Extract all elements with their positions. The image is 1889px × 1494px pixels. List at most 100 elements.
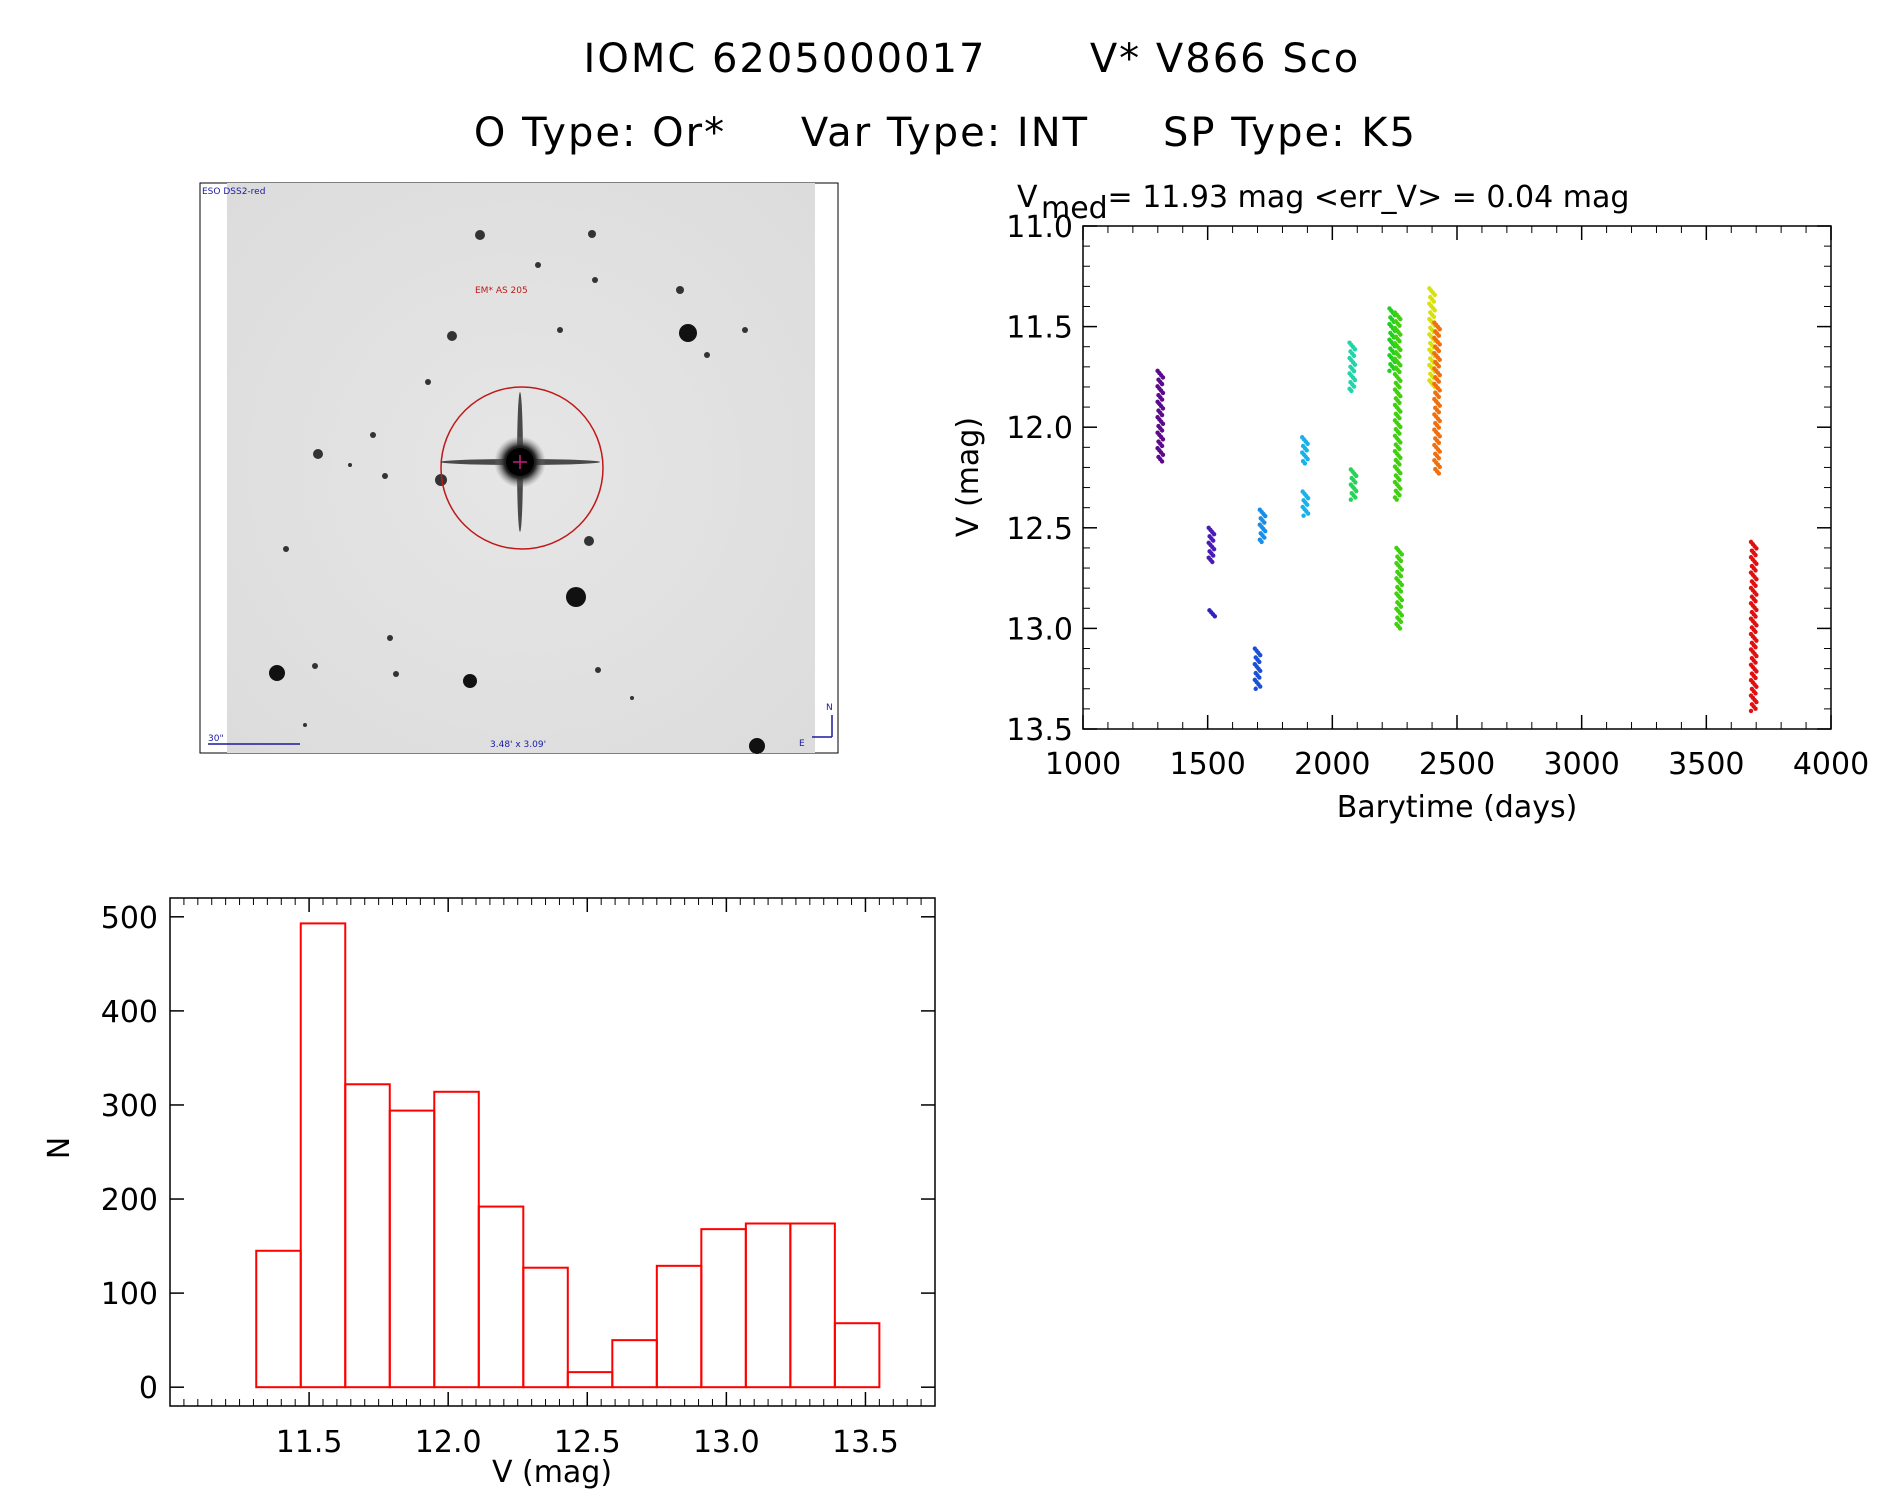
lc-data-point — [1398, 409, 1403, 414]
lc-data-point — [1754, 699, 1759, 705]
lc-data-point — [1437, 449, 1442, 454]
lc-data-point — [1211, 538, 1216, 543]
lc-data-point — [1263, 528, 1268, 534]
lc-data-point — [1436, 348, 1442, 354]
lc-data-point — [1753, 552, 1758, 558]
lc-data-point — [1436, 379, 1442, 384]
lc-data-point — [1305, 502, 1310, 507]
lc-data-point — [1302, 461, 1308, 466]
lc-data-point — [1397, 462, 1402, 467]
lc-data-point — [1398, 486, 1403, 491]
hist-bar — [833, 1322, 881, 1389]
lc-data-point — [1305, 495, 1311, 501]
hist-tick-marks: 11.5 12.0 12.5 13.0 13.5 0 100 200 300 400 500 — [101, 898, 936, 1460]
survey-label: ESO DSS2-red — [202, 187, 265, 197]
lc-data-point — [1397, 415, 1402, 421]
hist-y-tick-label: 0 — [139, 1371, 158, 1406]
lc-data-point — [1159, 381, 1165, 387]
lc-x-tick-label: 1000 — [1045, 747, 1121, 782]
lc-data-point — [1398, 347, 1403, 353]
lc-data-point — [1160, 452, 1166, 457]
lc-data-point — [1753, 706, 1758, 711]
lc-data-point — [1436, 364, 1442, 369]
lc-data-point — [1211, 546, 1217, 552]
scale-bar-label: 30" — [208, 734, 224, 744]
light-curve-chart: V med = 11.93 mag <err_V> = 0.04 mag 100… — [951, 180, 1869, 825]
lc-data-point — [1211, 532, 1217, 537]
lc-data-point — [1398, 455, 1403, 461]
hist-bar — [522, 1266, 569, 1389]
field-stars — [269, 230, 765, 754]
lc-plot-frame — [1082, 225, 1832, 730]
lc-data-point — [1753, 614, 1758, 619]
lc-data-point — [1753, 568, 1758, 573]
lc-data-point — [1399, 567, 1405, 572]
lc-data-point — [1437, 326, 1442, 332]
header-object-type: O Type: Or* — [474, 110, 726, 156]
lc-data-point — [1437, 342, 1442, 347]
lc-data-point — [1305, 456, 1310, 462]
lc-data-point — [1212, 614, 1218, 619]
target-star — [440, 392, 600, 532]
header-spectral-type: SP Type: K5 — [1163, 110, 1417, 156]
lc-data-point — [1398, 558, 1404, 564]
field-of-view-label: 3.48' x 3.09' — [490, 740, 546, 750]
lc-data-point — [1210, 559, 1215, 565]
lc-data-point — [1351, 369, 1357, 374]
lc-data-point — [1397, 626, 1403, 631]
lc-x-tick-label: 3000 — [1543, 747, 1619, 782]
lc-data-point — [1397, 354, 1402, 359]
lc-data-point — [1431, 299, 1437, 304]
lc-data-point — [1354, 473, 1359, 479]
lc-data-point — [1753, 598, 1758, 604]
lc-y-tick-label: 11.5 — [1006, 311, 1073, 346]
lc-data-point — [1257, 659, 1262, 665]
lc-data-point — [1437, 464, 1442, 470]
sky-image-panel: ESO DSS2-red EM* AS 205 30" 3.48' x 3.09… — [199, 182, 839, 754]
lc-data-point — [1301, 513, 1306, 518]
lc-data-point — [1159, 428, 1165, 433]
lc-data-point — [1398, 471, 1403, 476]
lc-y-tick-label: 12.5 — [1006, 512, 1073, 547]
lc-data-point — [1398, 378, 1403, 383]
lc-data-point — [1754, 576, 1759, 582]
lc-data-point — [1348, 497, 1354, 502]
lc-data-point — [1263, 513, 1268, 519]
hist-bar — [566, 1371, 614, 1389]
lc-data-point — [1398, 332, 1403, 337]
lc-data-point — [1398, 316, 1403, 322]
lc-data-point — [1398, 424, 1403, 430]
hist-bar — [789, 1222, 836, 1389]
lc-data-point — [1352, 347, 1358, 352]
lc-data-point — [1258, 684, 1263, 689]
lc-data-point — [1257, 675, 1262, 680]
lc-data-point — [1437, 418, 1442, 424]
hist-y-tick-label: 100 — [101, 1277, 158, 1312]
lc-y-tick-label: 11.0 — [1006, 210, 1073, 245]
lc-data-point — [1258, 653, 1263, 658]
lc-x-axis-label: Barytime (days) — [1337, 790, 1578, 825]
compass-rose: N E — [799, 703, 833, 749]
lc-data-point — [1437, 357, 1442, 362]
lc-tick-marks: 1000 1500 2000 2500 3000 3500 4000 11.0 11.5 12.0… — [1006, 210, 1869, 782]
lc-data-point — [1349, 388, 1354, 394]
lc-data-point — [1354, 488, 1359, 494]
magnitude-histogram: 11.5 12.0 12.5 13.0 13.5 0 100 200 300 400 500 V (… — [42, 897, 936, 1490]
hist-bar — [744, 1222, 792, 1389]
hist-bar — [655, 1264, 703, 1389]
lc-data-point — [1437, 388, 1442, 393]
lc-data-point — [1353, 480, 1358, 485]
hist-y-tick-label: 300 — [101, 1089, 158, 1124]
lc-data-point — [1305, 441, 1310, 446]
hist-bar — [299, 922, 347, 1389]
lc-data-point — [1436, 410, 1442, 415]
hist-y-tick-label: 200 — [101, 1183, 158, 1218]
lc-title-subscript: med — [1041, 191, 1108, 226]
lc-data-point — [1754, 684, 1759, 689]
lc-data-point — [1352, 377, 1358, 383]
lc-x-tick-label: 3500 — [1668, 747, 1744, 782]
lc-data-point — [1253, 686, 1258, 691]
lc-data-point — [1753, 675, 1758, 681]
lc-data-point — [1748, 708, 1754, 714]
